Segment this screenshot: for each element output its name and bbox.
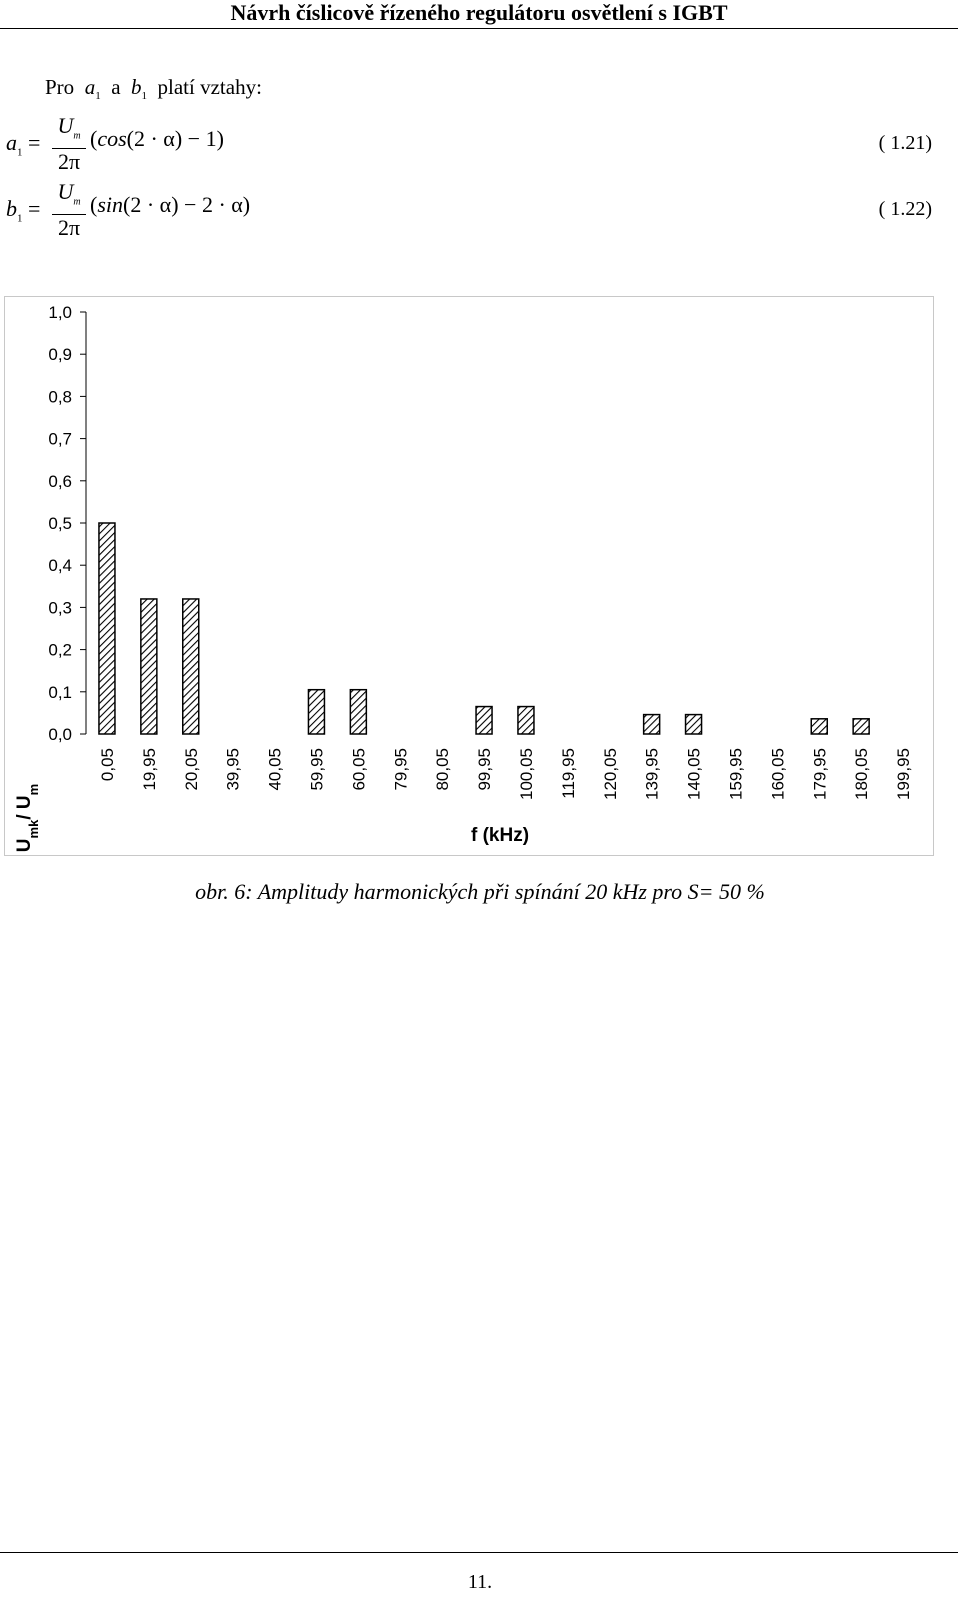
intro-b: b <box>131 75 142 99</box>
page-footer-rule <box>0 1552 958 1553</box>
y-tick-label: 1,0 <box>48 303 72 322</box>
y-tick-label: 0,1 <box>48 683 72 702</box>
x-tick-label: 39,95 <box>224 748 243 791</box>
y-tick-label: 0,8 <box>48 387 72 406</box>
bar-60,05 <box>349 688 368 735</box>
x-tick-label: 0,05 <box>98 748 117 781</box>
eq-fraction: Um 2π <box>52 114 86 175</box>
intro-a-sub: 1 <box>95 90 101 103</box>
intro-b-sub: 1 <box>141 90 148 103</box>
intro-line: Pro a1 a b1 platí vztahy: <box>45 75 262 102</box>
intro-rest: platí vztahy: <box>157 75 262 99</box>
bar-20,05 <box>182 598 200 735</box>
chart-frame <box>4 296 934 856</box>
bar-100,05 <box>517 705 535 735</box>
figure-caption: obr. 6: Amplitudy harmonických při spíná… <box>195 879 765 904</box>
equation-a1: a1 = Um 2π (cos(2 · α) − 1) ( 1.21) <box>0 114 960 180</box>
y-tick-label: 0,0 <box>48 725 72 744</box>
harmonics-chart: 0,0 0,1 0,2 0,3 0,4 0,5 0,6 0,7 0,8 0,9 1,0 0,05 19… <box>4 296 934 856</box>
chart-svg: 0,0 0,1 0,2 0,3 0,4 0,5 0,6 0,7 0,8 0,9 1,0 0,05 19… <box>4 296 934 856</box>
bar-139,95 <box>642 713 661 735</box>
x-tick-label: 119,95 <box>559 748 578 799</box>
y-tick-label: 0,5 <box>48 514 72 533</box>
x-tick-label: 180,05 <box>852 748 871 800</box>
eq-expression: (sin(2 · α) − 2 · α) <box>90 192 251 217</box>
bar-59,95 <box>307 688 326 735</box>
equation-b1: b1 = Um 2π (sin(2 · α) − 2 · α) ( 1.22) <box>0 180 960 246</box>
page-header: Návrh číslicově řízeného regulátoru osvě… <box>0 0 958 29</box>
bar-140,05 <box>684 713 703 735</box>
eq-number: ( 1.22) <box>878 198 932 220</box>
x-tick-label: 159,95 <box>726 748 745 800</box>
x-tick-label: 59,95 <box>307 748 326 791</box>
x-tick-label: 60,05 <box>349 748 368 791</box>
y-tick-label: 0,9 <box>48 345 72 364</box>
bar-99,95 <box>475 705 493 735</box>
x-tick-label: 160,05 <box>768 748 787 800</box>
y-tick-label: 0,6 <box>48 472 72 491</box>
page-number: 11. <box>467 1571 493 1593</box>
bar-179,95 <box>810 718 828 735</box>
x-tick-label: 99,95 <box>475 748 494 791</box>
y-axis-title: Umk/ Um <box>14 784 41 852</box>
x-tick-label: 139,95 <box>643 748 662 800</box>
header-title: Návrh číslicově řízeného regulátoru osvě… <box>230 0 728 25</box>
x-tick-label: 179,95 <box>810 748 829 800</box>
x-tick-label: 199,95 <box>894 748 913 800</box>
y-tick-label: 0,3 <box>48 598 72 617</box>
eq-lhs: b1 = <box>6 196 41 225</box>
x-tick-label: 120,05 <box>601 748 620 800</box>
x-tick-label: 80,05 <box>433 748 452 791</box>
intro-and: a <box>111 75 121 99</box>
bar-19,95 <box>140 598 158 735</box>
x-tick-label: 100,05 <box>517 748 536 800</box>
eq-fraction: Um 2π <box>52 180 86 241</box>
x-tick-label: 20,05 <box>182 748 201 791</box>
x-tick-label: 140,05 <box>685 748 704 800</box>
y-tick-label: 0,2 <box>48 641 72 660</box>
x-tick-label: 19,95 <box>140 748 159 791</box>
x-tick-label: 79,95 <box>391 748 410 791</box>
intro-pro: Pro <box>45 75 75 99</box>
x-axis-title: f (kHz) <box>471 825 529 846</box>
intro-a: a <box>84 75 96 99</box>
eq-expression: (cos(2 · α) − 1) <box>90 126 224 151</box>
eq-lhs: a1 = <box>6 130 41 159</box>
x-tick-label: 40,05 <box>266 748 285 791</box>
eq-number: ( 1.21) <box>878 132 932 154</box>
bar-0,05 <box>98 522 116 735</box>
y-tick-label: 0,4 <box>48 556 72 575</box>
bar-180,05 <box>852 718 870 735</box>
y-tick-label: 0,7 <box>48 430 72 449</box>
